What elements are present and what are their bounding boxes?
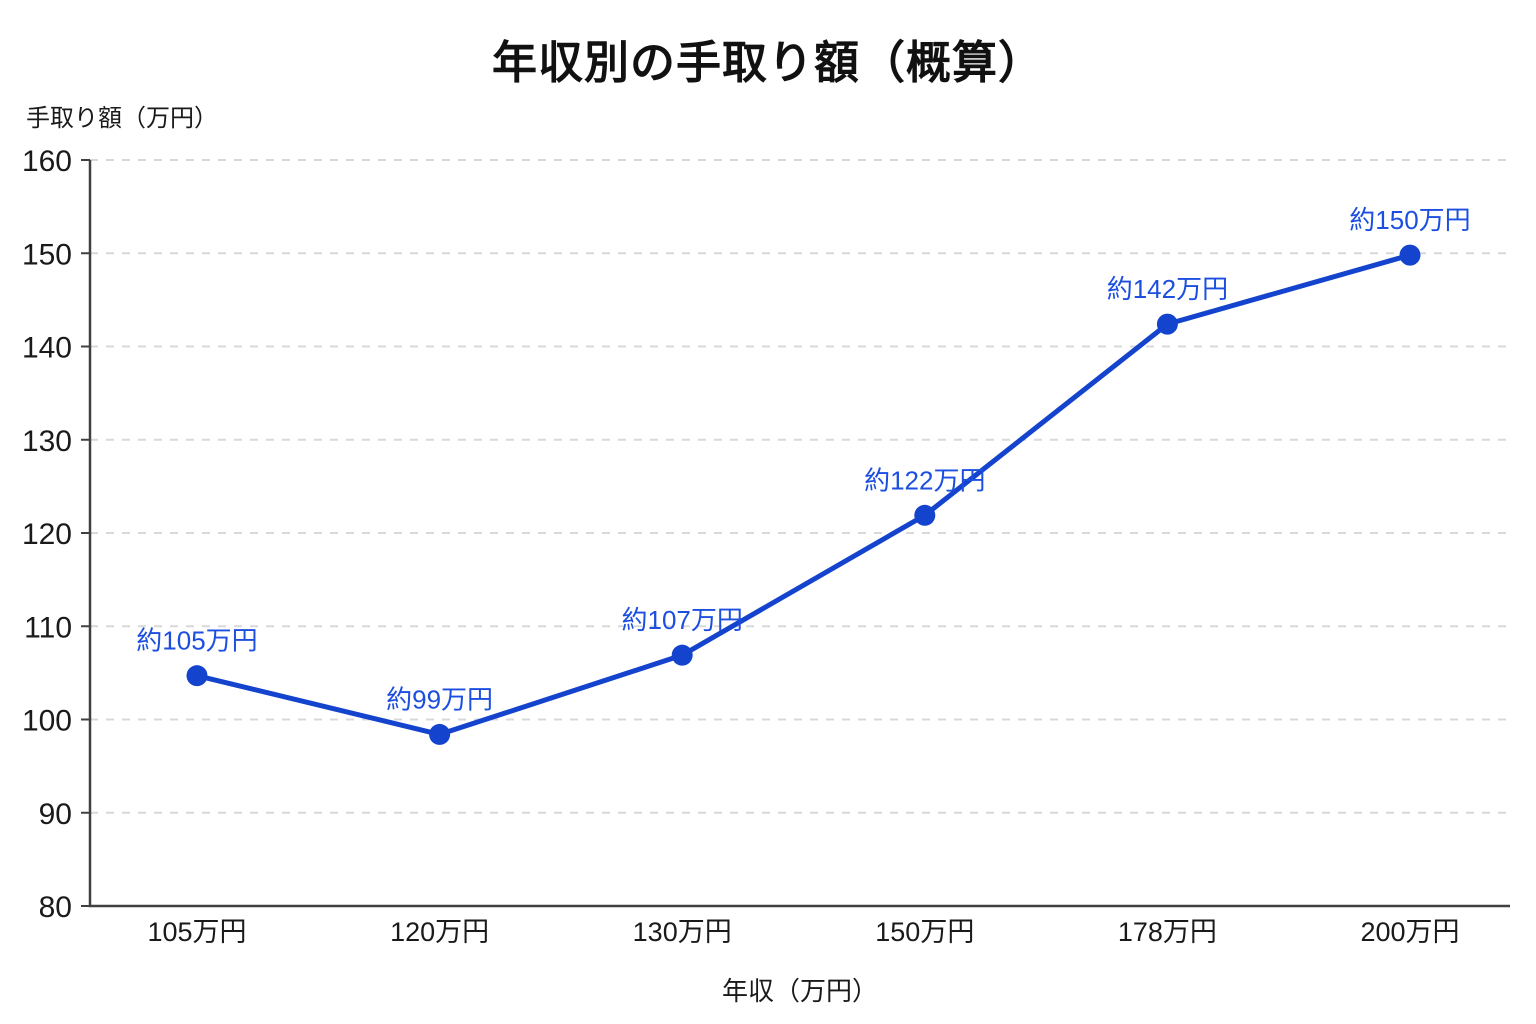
axis-line [88,160,1510,908]
x-axis-title: 年収（万円） [721,976,878,1006]
chart-title: 年収別の手取り額（概算） [491,37,1044,88]
x-tick-label: 105万円 [147,917,246,947]
x-tick-label: 200万円 [1360,917,1459,947]
y-tick-label: 80 [39,891,72,924]
y-tick-label: 160 [22,145,72,178]
y-axis-title: 手取り額（万円） [26,105,218,132]
y-tick-label: 90 [39,798,72,831]
x-tick-label: 120万円 [390,917,489,947]
y-tick-label: 150 [22,238,72,271]
data-point [429,723,451,745]
y-tick-label: 110 [24,611,72,644]
data-point [1399,244,1421,266]
data-point-label: 約107万円 [622,605,743,635]
y-tick-label: 130 [22,425,72,458]
data-point [914,504,936,526]
data-point-label: 約142万円 [1107,274,1228,304]
x-tick-label: 150万円 [875,917,974,947]
y-tick-label: 120 [22,518,72,551]
series-line [194,252,1413,737]
x-tick-label: 130万円 [633,917,732,947]
data-point [671,644,693,666]
data-point-label: 約122万円 [864,465,985,495]
data-point-label: 約99万円 [386,684,493,714]
y-tick-label: 100 [22,705,72,738]
x-tick-label: 178万円 [1118,917,1217,947]
y-tick-label: 140 [22,332,72,365]
data-point-label: 約150万円 [1349,205,1470,235]
data-point-label: 約105万円 [136,626,257,656]
data-point [186,665,208,687]
data-point [1156,313,1178,335]
